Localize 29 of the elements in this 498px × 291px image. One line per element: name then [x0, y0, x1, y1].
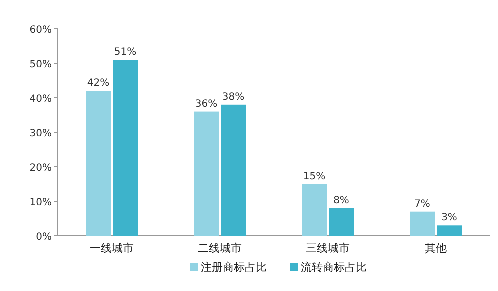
x-tick-label: 一线城市: [90, 242, 134, 255]
x-tick-label: 其他: [425, 242, 447, 255]
legend-label: 注册商标占比: [201, 261, 267, 274]
bar: [194, 112, 219, 236]
y-tick-label: 0%: [36, 232, 52, 243]
data-label: 38%: [222, 92, 245, 103]
y-tick-label: 60%: [30, 25, 52, 36]
data-label: 51%: [114, 47, 137, 58]
bar: [302, 184, 327, 236]
data-label: 7%: [414, 198, 430, 210]
y-tick-label: 50%: [30, 60, 52, 70]
data-label: 3%: [442, 212, 458, 224]
data-label: 42%: [87, 78, 110, 90]
bar: [329, 208, 354, 236]
y-tick-label: 10%: [30, 198, 52, 208]
data-label: 15%: [303, 171, 326, 182]
bar: [437, 226, 462, 236]
y-tick-label: 30%: [30, 128, 52, 140]
bar: [86, 91, 111, 236]
bar: [221, 104, 246, 236]
y-tick-label: 40%: [30, 94, 52, 105]
y-tick-label: 20%: [30, 163, 52, 174]
x-tick-label: 三线城市: [306, 242, 350, 255]
data-label: 8%: [334, 195, 350, 206]
bar: [410, 212, 435, 236]
x-tick-label: 二线城市: [198, 242, 242, 255]
legend-label: 流转商标占比: [301, 261, 367, 274]
bar: [113, 60, 138, 236]
data-label: 36%: [195, 98, 218, 110]
